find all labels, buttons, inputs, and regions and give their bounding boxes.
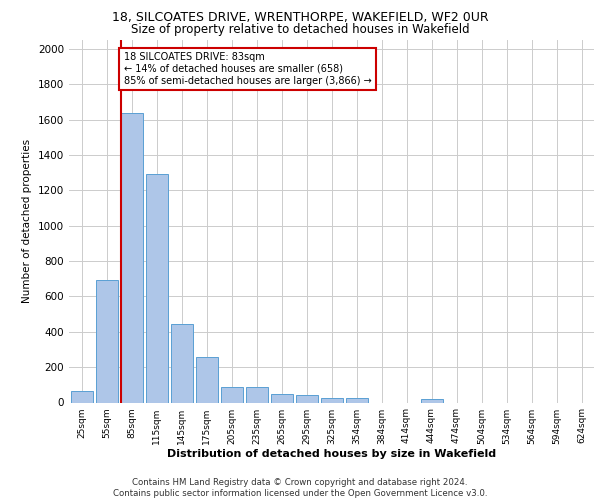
Bar — [346, 398, 367, 402]
X-axis label: Distribution of detached houses by size in Wakefield: Distribution of detached houses by size … — [167, 450, 496, 460]
Bar — [296, 396, 317, 402]
Bar — [221, 386, 242, 402]
Bar — [421, 400, 443, 402]
Bar — [121, 114, 143, 403]
Bar — [170, 324, 193, 402]
Text: 18 SILCOATES DRIVE: 83sqm
← 14% of detached houses are smaller (658)
85% of semi: 18 SILCOATES DRIVE: 83sqm ← 14% of detac… — [124, 52, 371, 86]
Bar — [146, 174, 167, 402]
Text: Contains HM Land Registry data © Crown copyright and database right 2024.
Contai: Contains HM Land Registry data © Crown c… — [113, 478, 487, 498]
Bar — [320, 398, 343, 402]
Y-axis label: Number of detached properties: Number of detached properties — [22, 139, 32, 304]
Bar — [95, 280, 118, 402]
Bar — [245, 386, 268, 402]
Bar — [71, 391, 92, 402]
Bar — [196, 358, 218, 403]
Text: Size of property relative to detached houses in Wakefield: Size of property relative to detached ho… — [131, 22, 469, 36]
Bar — [271, 394, 293, 402]
Text: 18, SILCOATES DRIVE, WRENTHORPE, WAKEFIELD, WF2 0UR: 18, SILCOATES DRIVE, WRENTHORPE, WAKEFIE… — [112, 11, 488, 24]
